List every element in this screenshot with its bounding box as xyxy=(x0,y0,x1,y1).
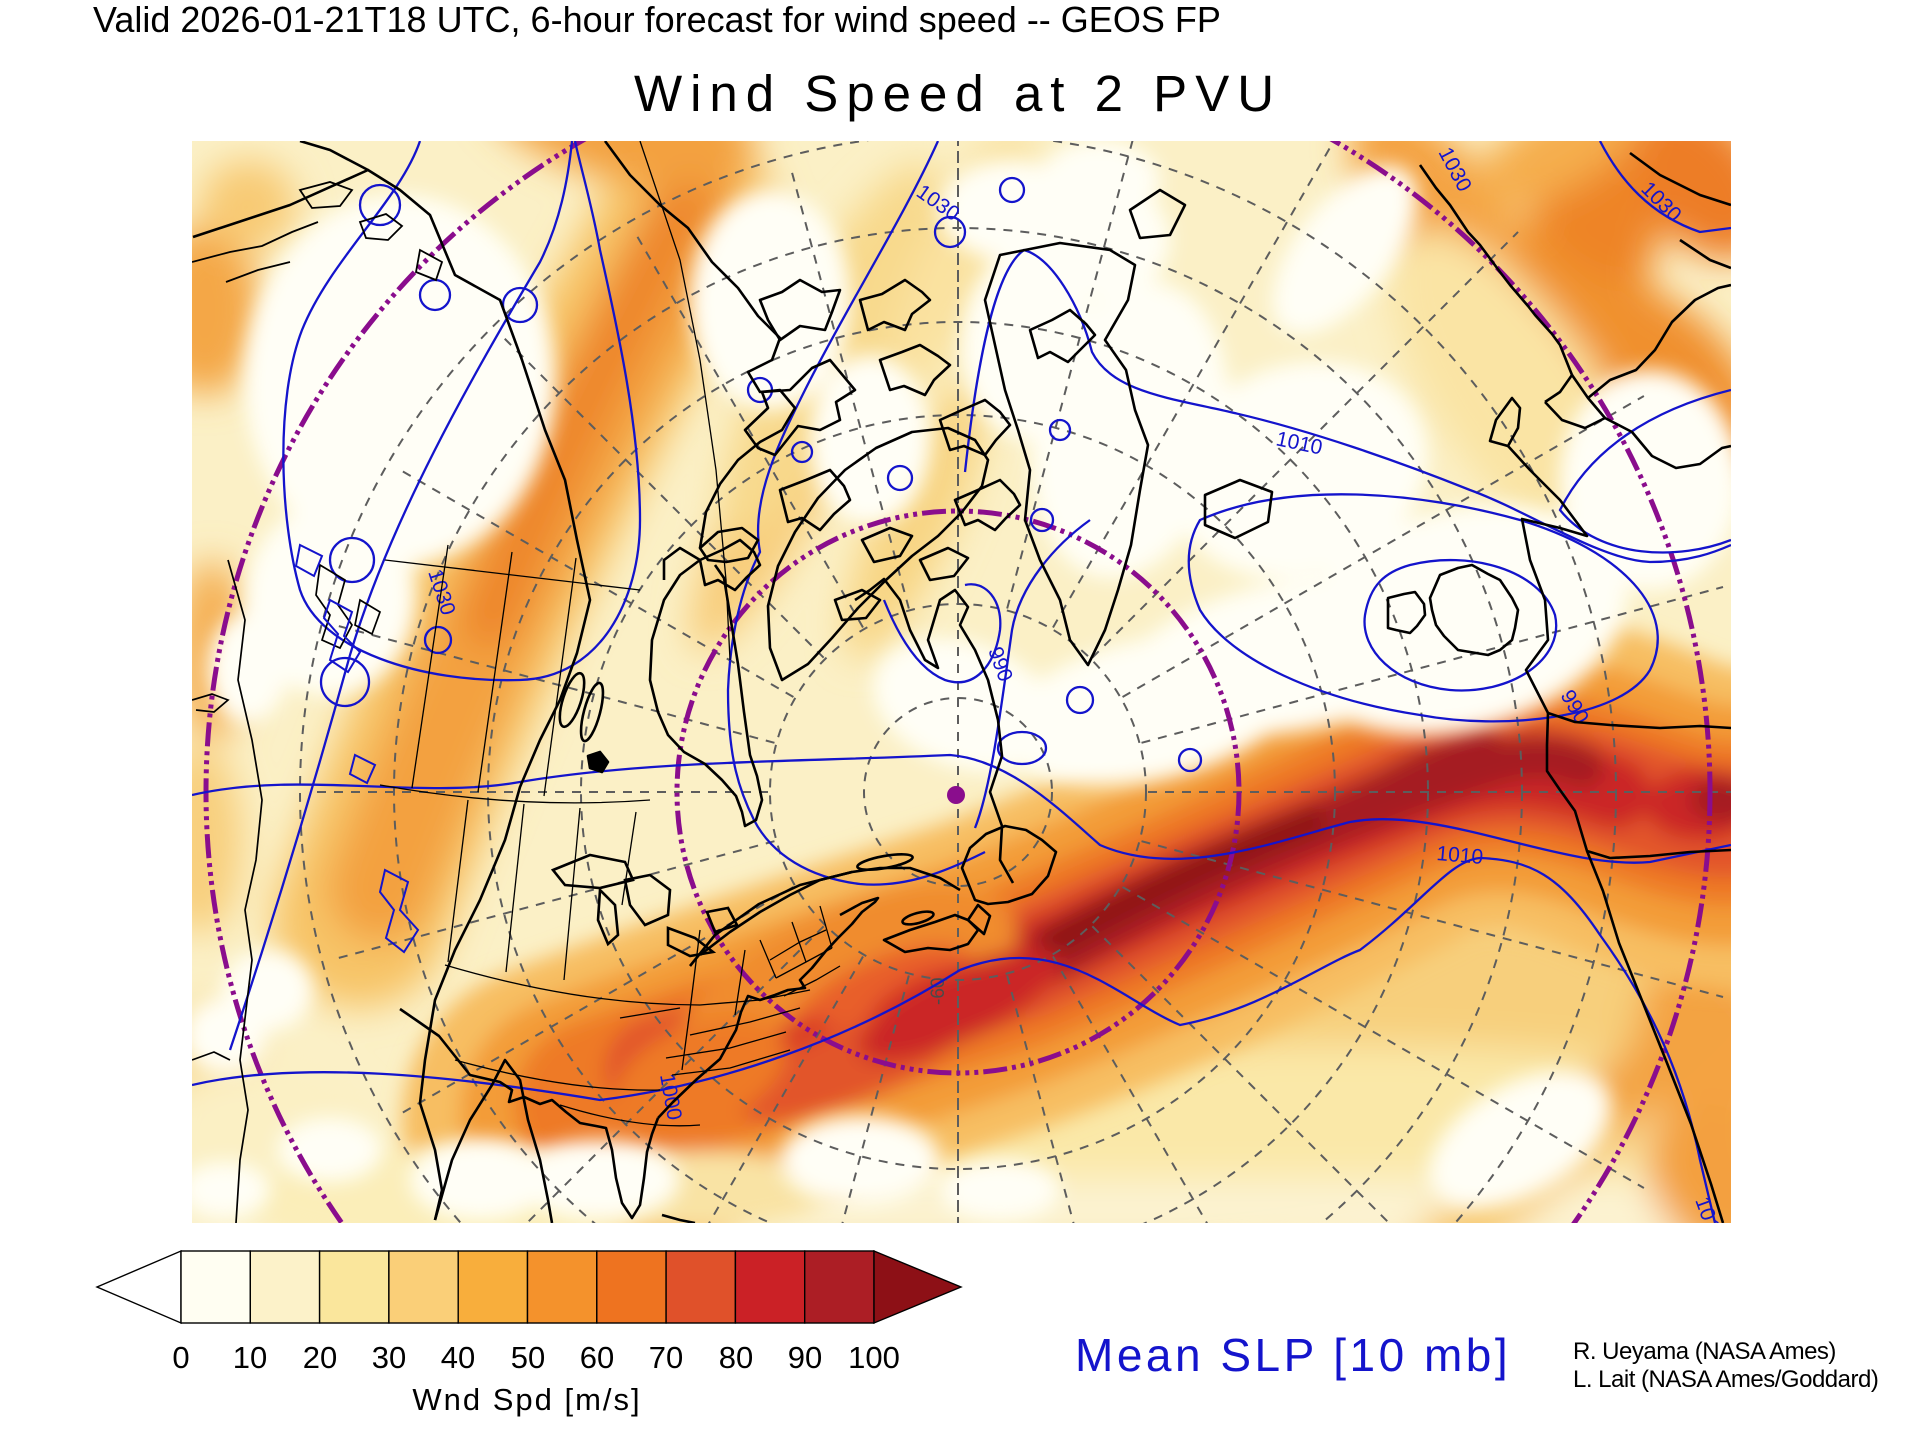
svg-text:30: 30 xyxy=(372,1340,406,1375)
svg-text:Wind Speed at 2 PVU: Wind Speed at 2 PVU xyxy=(634,65,1282,122)
svg-text:70: 70 xyxy=(649,1340,683,1375)
svg-text:10: 10 xyxy=(233,1340,267,1375)
svg-text:0: 0 xyxy=(172,1340,189,1375)
svg-text:1010: 1010 xyxy=(1436,842,1485,869)
svg-text:Wnd Spd [m/s]: Wnd Spd [m/s] xyxy=(412,1382,641,1417)
svg-text:80: 80 xyxy=(719,1340,753,1375)
svg-text:100: 100 xyxy=(848,1340,900,1375)
svg-text:L. Lait (NASA Ames/Goddard): L. Lait (NASA Ames/Goddard) xyxy=(1573,1366,1878,1393)
svg-text:90: 90 xyxy=(788,1340,822,1375)
svg-text:Mean SLP [10 mb]: Mean SLP [10 mb] xyxy=(1075,1329,1511,1381)
svg-text:R. Ueyama (NASA Ames): R. Ueyama (NASA Ames) xyxy=(1573,1338,1836,1365)
svg-text:Valid 2026-01-21T18 UTC, 6-hou: Valid 2026-01-21T18 UTC, 6-hour forecast… xyxy=(93,0,1221,40)
svg-text:-60: -60 xyxy=(928,978,949,1005)
svg-text:40: 40 xyxy=(441,1340,475,1375)
svg-text:20: 20 xyxy=(303,1340,337,1375)
svg-text:50: 50 xyxy=(511,1340,545,1375)
svg-text:60: 60 xyxy=(580,1340,614,1375)
